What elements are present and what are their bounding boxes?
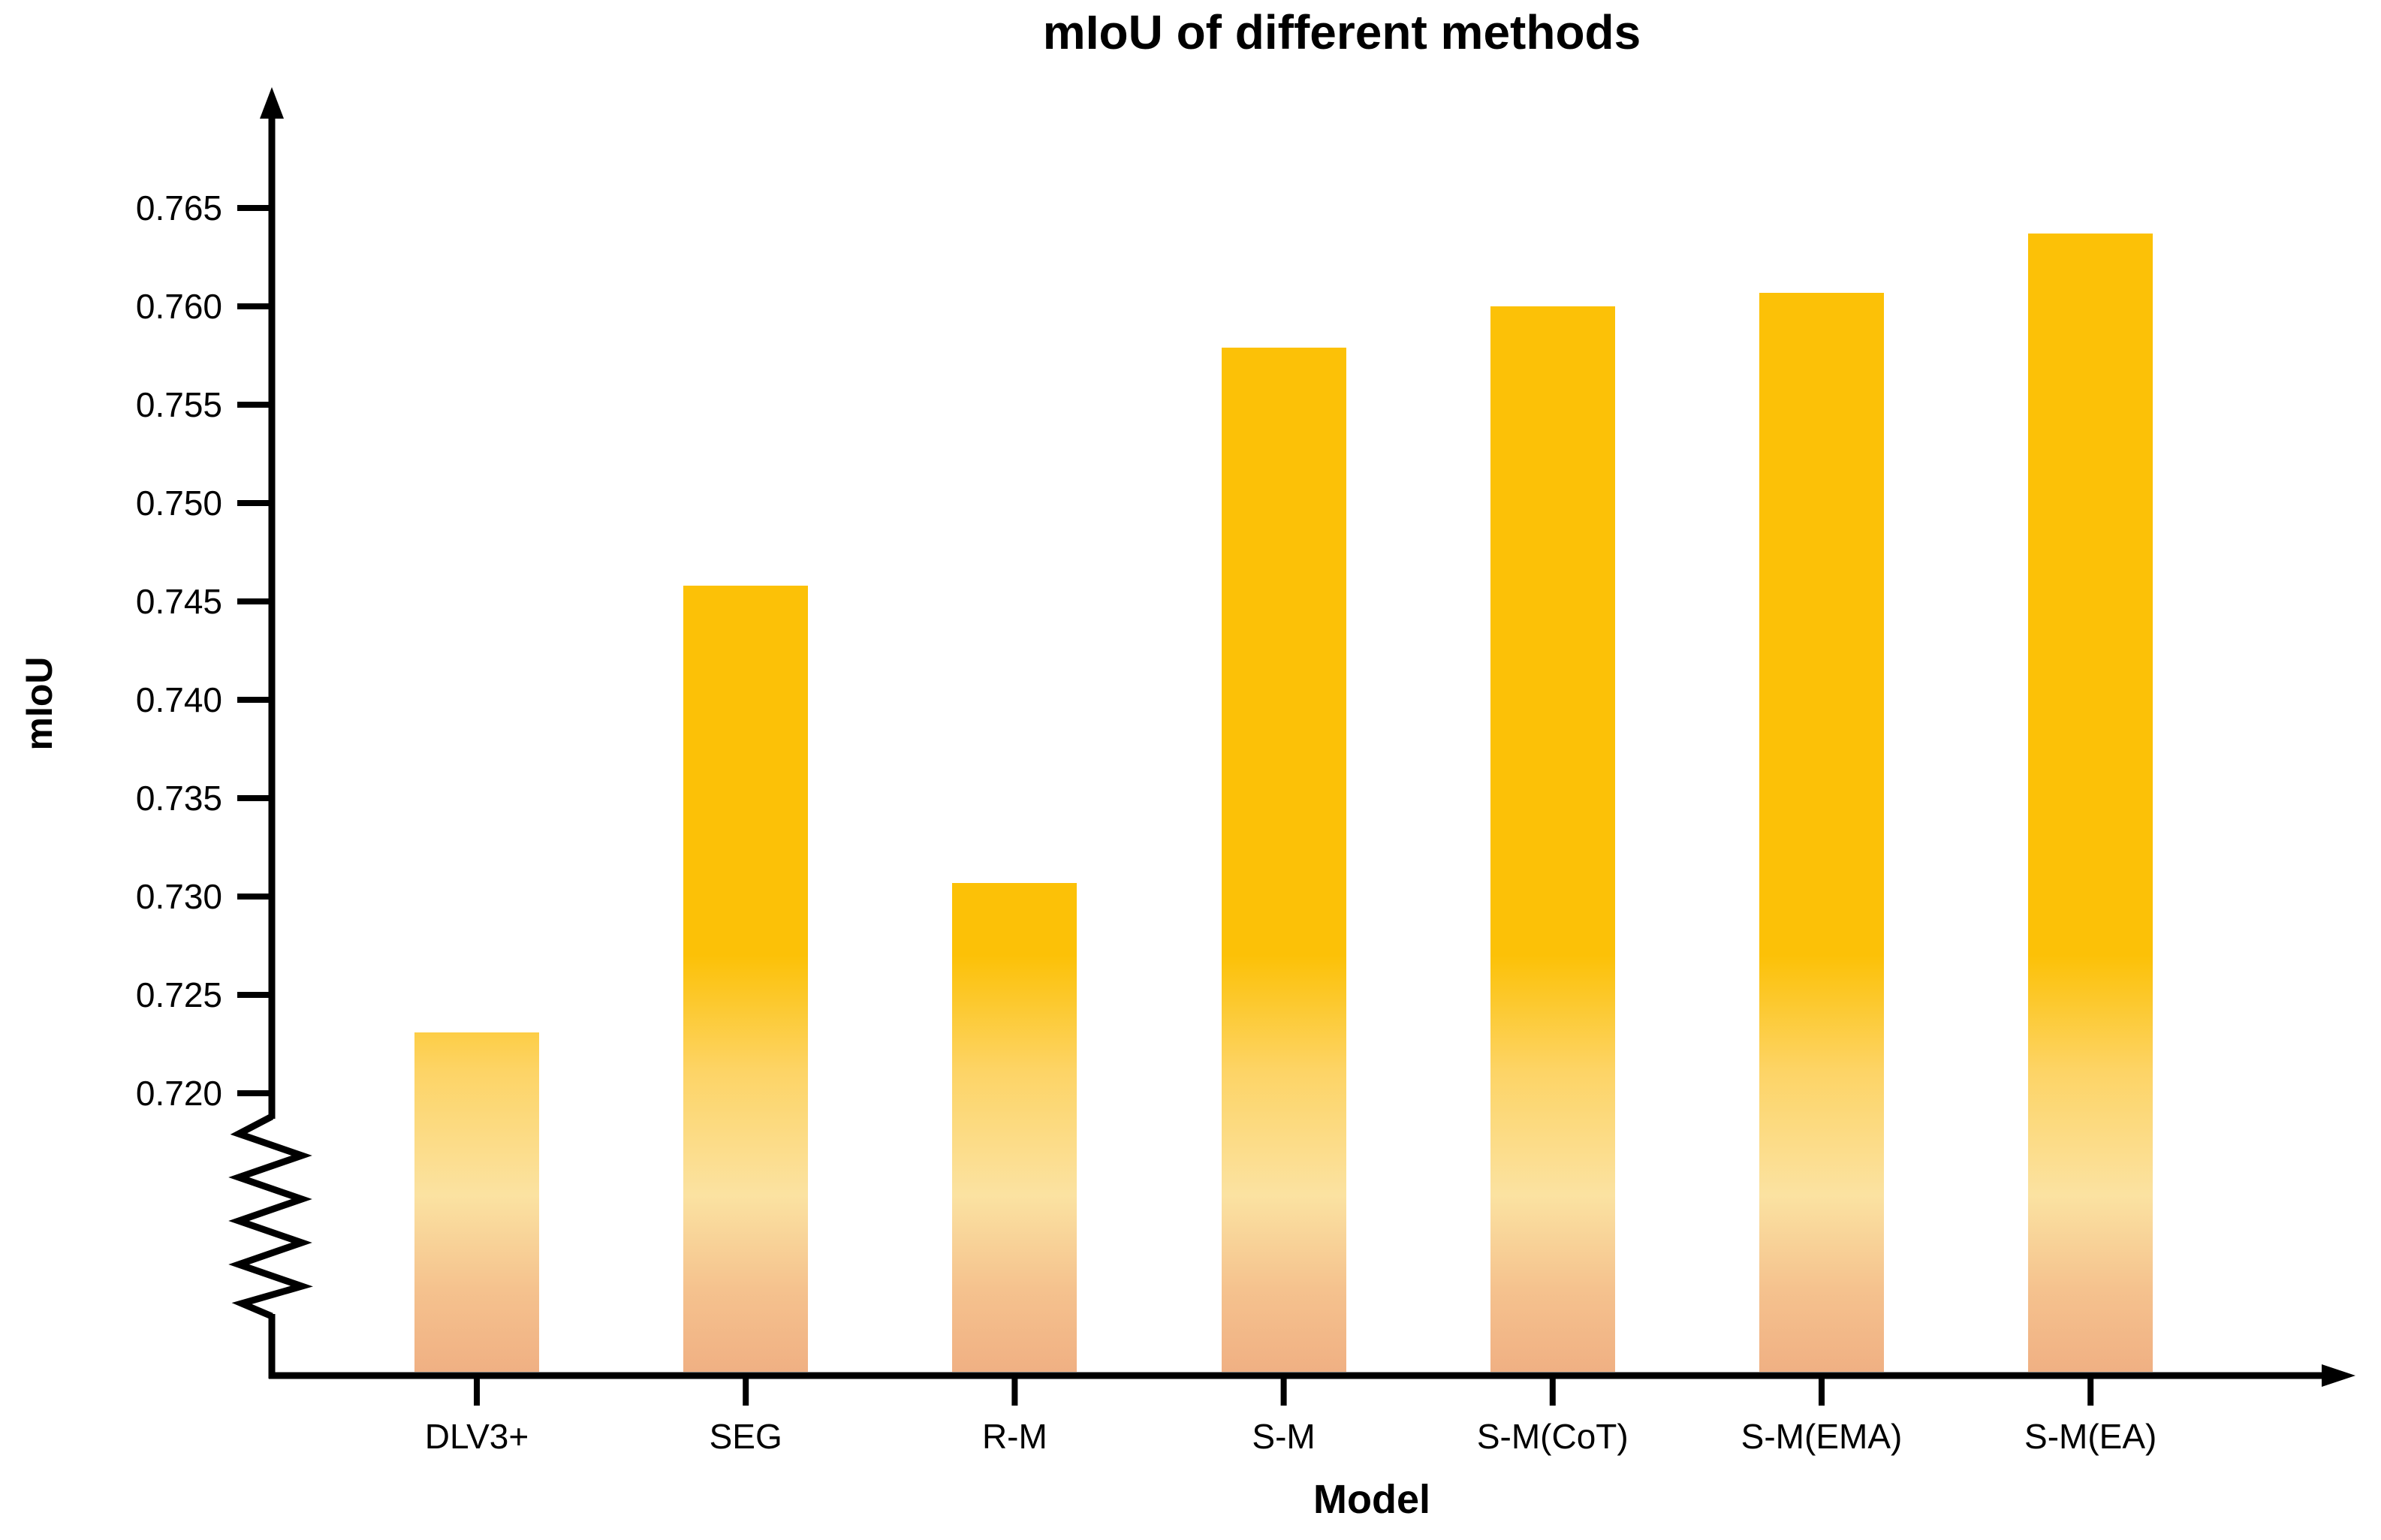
x-category-label: SEG xyxy=(709,1417,782,1456)
y-tick-label: 0.760 xyxy=(135,287,222,326)
y-tick-label: 0.725 xyxy=(135,975,222,1014)
y-tick-label: 0.750 xyxy=(135,484,222,523)
bar-r-m xyxy=(952,882,1077,1372)
x-category-label: S-M(EA) xyxy=(2024,1417,2157,1456)
bar-s-m-ea- xyxy=(2028,234,2153,1372)
x-category-label: S-M(CoT) xyxy=(1476,1417,1629,1456)
x-category-label: S-M(EMA) xyxy=(1741,1417,1903,1456)
chart-title: mIoU of different methods xyxy=(1042,5,1641,59)
y-tick-label: 0.735 xyxy=(135,779,222,818)
y-tick-label: 0.740 xyxy=(135,680,222,719)
bar-dlv3- xyxy=(414,1032,539,1372)
bar-s-m-cot- xyxy=(1490,306,1615,1372)
bar-s-m xyxy=(1221,348,1346,1372)
y-tick-label: 0.745 xyxy=(135,582,222,621)
x-category-label: DLV3+ xyxy=(424,1417,529,1456)
x-category-label: S-M xyxy=(1252,1417,1316,1456)
bar-s-m-ema- xyxy=(1759,292,1884,1372)
y-tick-label: 0.730 xyxy=(135,877,222,916)
y-tick-label: 0.720 xyxy=(135,1074,222,1113)
y-tick-label: 0.765 xyxy=(135,188,222,228)
y-tick-label: 0.755 xyxy=(135,385,222,424)
x-axis-title: Model xyxy=(1313,1477,1430,1522)
x-category-label: R-M xyxy=(981,1417,1047,1456)
bar-seg xyxy=(683,586,809,1372)
